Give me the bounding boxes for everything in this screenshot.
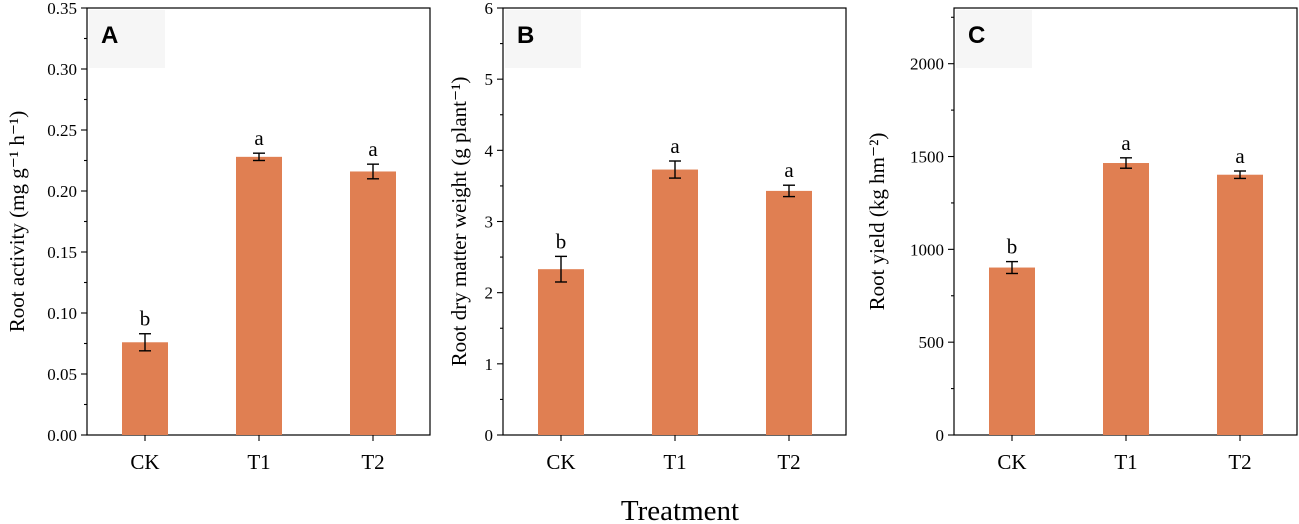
panel-c-y-tick-label: 0 — [936, 426, 945, 445]
panel-b-y-tick-label: 3 — [485, 213, 494, 232]
panel-c-x-tick-label: T2 — [1228, 450, 1251, 474]
panel-a-bar-t1 — [236, 156, 282, 435]
panel-a-y-axis-label: Root activity (mg g⁻¹ h⁻¹) — [5, 111, 29, 332]
panel-c-y-tick-label: 500 — [919, 333, 945, 352]
panel-a-y-tick-label: 0.10 — [47, 304, 77, 323]
panel-c-bar-ck — [989, 267, 1035, 435]
panel-a-x-tick-label: T2 — [361, 450, 384, 474]
panel-a-x-tick-label: T1 — [247, 450, 270, 474]
panel-c-x-tick-label: T1 — [1114, 450, 1137, 474]
panel-a-y-tick-label: 0.25 — [47, 121, 77, 140]
panel-a-y-tick-label: 0.20 — [47, 182, 77, 201]
panel-a-bar-ck — [122, 342, 168, 435]
panel-c-y-tick-label: 2000 — [910, 55, 944, 74]
panel-c-panel-label: C — [968, 22, 985, 49]
panel-b-y-tick-label: 5 — [485, 70, 494, 89]
panel-a-label-backdrop — [89, 10, 165, 68]
panel-a-y-tick-label: 0.30 — [47, 60, 77, 79]
panel-c-significance-letter: b — [1007, 235, 1018, 259]
panel-b-x-tick-label: T1 — [663, 450, 686, 474]
panel-b-y-axis-label: Root dry matter weight (g plant⁻¹) — [447, 77, 471, 367]
panel-c-significance-letter: a — [1235, 144, 1245, 168]
panel-b-y-tick-label: 6 — [485, 0, 494, 18]
panel-a-significance-letter: a — [254, 126, 264, 150]
panel-c-bar-t2 — [1217, 174, 1263, 436]
panel-c-bar-t1 — [1103, 163, 1149, 435]
panel-a-group: 0.00 0.05 0.10 0.15 0.20 0.25 0.30 0.35 Root act… — [5, 0, 431, 474]
panel-b-panel-label: B — [517, 22, 534, 49]
panel-a-significance-letter: a — [368, 137, 378, 161]
panel-b-label-backdrop — [505, 10, 581, 68]
panel-c-x-tick-label: CK — [997, 450, 1026, 474]
panel-b-bar-ck — [538, 269, 584, 435]
panel-a-x-tick-label: CK — [130, 450, 159, 474]
panel-a-y-tick-label: 0.15 — [47, 243, 77, 262]
panel-b-y-tick-label: 0 — [485, 426, 494, 445]
panel-b-x-tick-label: T2 — [777, 450, 800, 474]
panel-b-group: 0 1 2 3 4 5 6 Root dry matter weight (g plant⁻¹… — [447, 0, 847, 474]
panel-b-y-tick-label: 1 — [485, 355, 494, 374]
panel-c-label-backdrop — [956, 10, 1032, 68]
panel-c-y-axis-label: Root yield (kg hm⁻²) — [865, 133, 889, 311]
panel-b-bar-t1 — [652, 169, 698, 435]
panel-b-significance-letter: b — [556, 229, 567, 253]
panel-c-y-tick-label: 1000 — [910, 240, 944, 259]
panel-a-y-tick-label: 0.35 — [47, 0, 77, 18]
panel-b-bar-t2 — [766, 190, 812, 435]
panel-c-significance-letter: a — [1121, 131, 1131, 155]
panel-a-bar-t2 — [350, 171, 396, 436]
panel-b-y-tick-label: 2 — [485, 284, 494, 303]
panel-b-significance-letter: a — [670, 134, 680, 158]
panel-a-y-tick-label: 0.00 — [47, 426, 77, 445]
panel-c-y-tick-label: 1500 — [910, 148, 944, 167]
panel-a-y-tick-label: 0.05 — [47, 365, 77, 384]
panel-b-x-tick-label: CK — [546, 450, 575, 474]
panel-c-group: 0 500 1000 1500 2000 Root yield (kg hm⁻²) b CK a… — [865, 7, 1298, 474]
panel-a-significance-letter: b — [140, 307, 151, 331]
panel-a-panel-label: A — [101, 22, 118, 49]
panel-b-y-tick-label: 4 — [485, 141, 494, 160]
x-axis-title: Treatment — [621, 495, 739, 524]
panel-b-significance-letter: a — [784, 158, 794, 182]
